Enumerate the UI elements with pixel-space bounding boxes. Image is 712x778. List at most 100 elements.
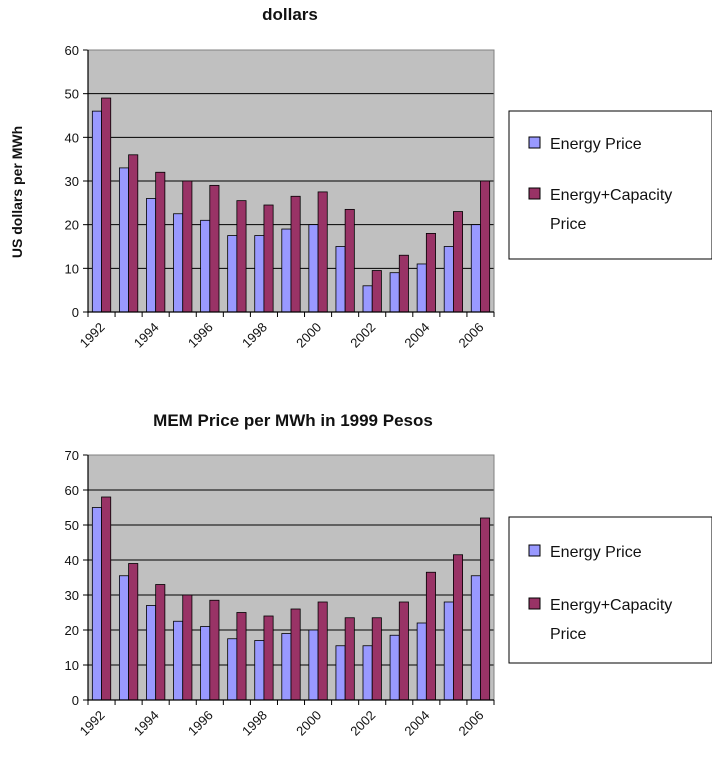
bar-energy-capacity-price	[263, 615, 274, 701]
y-tick-label: 30	[65, 588, 79, 603]
bar-energy-price	[146, 605, 157, 701]
bar-energy-capacity-price	[452, 554, 464, 701]
bar-energy-capacity-price	[236, 200, 247, 313]
bar-energy-price	[416, 263, 427, 313]
bar-energy-price	[470, 575, 481, 701]
bar-energy-capacity-price	[452, 211, 464, 313]
x-tick-label: 1996	[185, 320, 216, 351]
chart-title: MEM Price per MWh in 1999 Pesos	[153, 411, 433, 430]
legend-swatch-energy-capacity	[528, 187, 541, 200]
y-tick-label: 50	[65, 518, 79, 533]
bar-energy-price	[335, 645, 346, 701]
x-tick-label: 1996	[185, 708, 216, 739]
legend-box	[508, 110, 712, 260]
y-tick-label: 70	[65, 448, 79, 463]
bar-energy-capacity-price	[398, 601, 409, 701]
bar-energy-price	[443, 246, 454, 313]
legend: Energy Price Energy+Capacity Price	[508, 516, 712, 664]
bar-energy-price	[200, 626, 211, 701]
bar-energy-capacity-price	[371, 270, 382, 313]
y-tick-label: 10	[65, 261, 79, 276]
y-tick-label: 20	[65, 623, 79, 638]
axes	[83, 454, 495, 705]
chart-title: dollars	[262, 5, 318, 24]
bar-energy-price	[254, 235, 265, 313]
x-tick-label: 2002	[347, 320, 378, 351]
x-tick-label: 1992	[77, 320, 108, 351]
y-tick-labels: 0 10 20 30 40 50 60	[65, 43, 79, 320]
bar-energy-capacity-price	[236, 612, 247, 701]
bar-energy-price	[281, 633, 292, 701]
bar-energy-price	[118, 167, 129, 313]
bar-energy-price	[281, 228, 292, 313]
bar-energy-price	[118, 575, 129, 701]
bar-energy-price	[146, 198, 157, 313]
bar-energy-price	[416, 622, 427, 701]
y-tick-label: 30	[65, 174, 79, 189]
bar-energy-capacity-price	[290, 608, 301, 701]
legend-label-energy: Energy Price	[550, 136, 642, 153]
y-tick-label: 0	[72, 305, 79, 320]
bar-energy-price	[91, 110, 102, 313]
x-tick-label: 2002	[347, 708, 378, 739]
legend-label-line2: Price	[550, 626, 587, 643]
x-tick-label: 2004	[401, 708, 432, 739]
bar-energy-capacity-price	[182, 180, 193, 313]
x-tick-label: 1992	[77, 708, 108, 739]
bar-energy-capacity-price	[101, 97, 112, 313]
bars	[91, 97, 491, 313]
bar-energy-price	[470, 224, 481, 313]
bar-energy-price	[227, 235, 238, 313]
x-tick-label: 2006	[456, 708, 487, 739]
bar-energy-price	[173, 213, 184, 313]
y-tick-label: 20	[65, 218, 79, 233]
x-tick-label: 2000	[293, 320, 324, 351]
legend-label-line1: Energy+Capacity	[550, 187, 672, 204]
bar-energy-capacity-price	[317, 191, 328, 313]
bar-energy-price	[362, 285, 373, 313]
bar-energy-capacity-price	[371, 617, 382, 701]
legend-label-energy-capacity: Energy+Capacity Price	[550, 187, 677, 233]
y-tick-label: 10	[65, 658, 79, 673]
legend-label-energy-capacity: Energy+Capacity Price	[550, 597, 677, 643]
x-tick-label: 1998	[239, 320, 270, 351]
bar-energy-price	[173, 620, 184, 701]
chart-us-dollars: dollars US dollars per MWh 0 10 20 30 40 50 60…	[9, 5, 712, 351]
bar-energy-price	[91, 507, 102, 701]
axes	[83, 49, 495, 317]
y-tick-label: 0	[72, 693, 79, 708]
bar-energy-capacity-price	[155, 584, 166, 701]
bar-energy-price	[227, 638, 238, 701]
y-tick-label: 60	[65, 43, 79, 58]
x-tick-label: 1994	[131, 320, 162, 351]
x-tick-label: 2006	[456, 320, 487, 351]
bar-energy-capacity-price	[480, 517, 491, 701]
bar-energy-capacity-price	[155, 171, 166, 313]
bar-energy-price	[308, 629, 319, 701]
bar-energy-price	[200, 219, 211, 313]
x-tick-label: 2000	[293, 708, 324, 739]
bar-energy-capacity-price	[182, 594, 193, 701]
bar-energy-capacity-price	[209, 184, 220, 313]
bar-energy-capacity-price	[398, 254, 409, 313]
legend-box	[508, 516, 712, 664]
legend-swatch-energy	[528, 136, 541, 149]
bar-energy-capacity-price	[101, 496, 112, 701]
x-tick-labels: 1992 1994 1996 1998 2000 2002 2004 2006	[77, 320, 487, 351]
bar-energy-price	[389, 634, 400, 701]
legend-label-energy: Energy Price	[550, 544, 642, 561]
x-tick-labels: 1992 1994 1996 1998 2000 2002 2004 2006	[77, 708, 487, 739]
legend-label-line2: Price	[550, 216, 587, 233]
legend-swatch-energy	[528, 544, 541, 557]
y-tick-label: 60	[65, 483, 79, 498]
x-tick-label: 1998	[239, 708, 270, 739]
bar-energy-capacity-price	[425, 232, 436, 313]
y-axis-label: US dollars per MWh	[9, 126, 25, 258]
bar-energy-price	[443, 601, 454, 701]
bar-energy-capacity-price	[317, 601, 328, 701]
bar-energy-price	[254, 640, 265, 701]
bar-energy-capacity-price	[480, 180, 491, 313]
bar-energy-capacity-price	[128, 154, 139, 313]
x-tick-label: 2004	[401, 320, 432, 351]
bar-energy-capacity-price	[425, 571, 436, 701]
